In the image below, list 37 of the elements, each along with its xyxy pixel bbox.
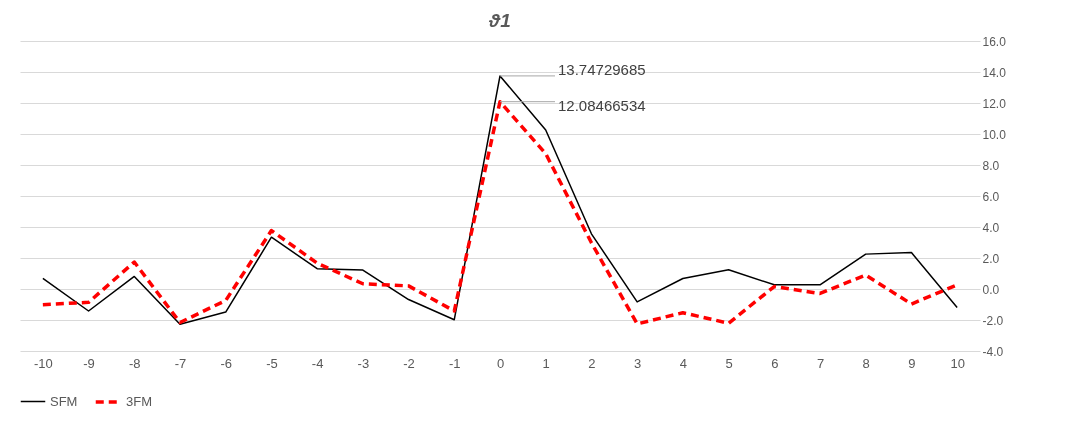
y-tick-label: 10.0	[982, 127, 1007, 142]
x-tick-label: -4	[311, 355, 324, 371]
x-tick-label: -6	[220, 355, 232, 371]
x-tick-label: -10	[33, 355, 53, 371]
x-tick-label: 9	[908, 355, 916, 371]
legend-label: SFM	[50, 393, 78, 409]
x-tick-label: -5	[266, 355, 278, 371]
x-tick-label: 2	[588, 355, 596, 371]
x-tick-label: 1	[542, 355, 550, 371]
y-tick-label: 0.0	[982, 282, 1000, 297]
x-tick-label: -7	[174, 355, 187, 371]
y-tick-label: 6.0	[982, 189, 1000, 204]
x-tick-label: -9	[83, 355, 95, 371]
annotation: 12.08466534	[558, 96, 646, 114]
legend-label: 3FM	[126, 394, 152, 409]
x-tick-label: 10	[950, 355, 965, 371]
y-tick-label: 16.0	[982, 34, 1007, 49]
x-tick-label: 3	[634, 355, 642, 371]
y-tick-label: 4.0	[982, 220, 1000, 235]
x-tick-label: 6	[771, 355, 779, 371]
y-tick-label: 14.0	[982, 65, 1007, 80]
x-tick-label: 8	[862, 355, 870, 371]
x-tick-label: -3	[357, 355, 370, 371]
x-tick-label: 4	[679, 355, 687, 371]
x-tick-label: -1	[449, 355, 461, 371]
y-tick-label: -4.0	[982, 344, 1004, 359]
y-tick-label: -2.0	[982, 313, 1004, 328]
x-tick-label: 7	[816, 355, 825, 371]
x-tick-label: -8	[129, 355, 141, 371]
y-tick-label: 2.0	[982, 251, 1000, 266]
x-tick-label: 0	[496, 355, 505, 371]
annotation: 13.74729685	[558, 60, 646, 78]
x-tick-label: 5	[725, 355, 733, 371]
chart-title: ϑ1	[488, 10, 511, 31]
y-tick-label: 8.0	[982, 158, 1000, 173]
y-tick-label: 12.0	[982, 96, 1007, 111]
x-tick-label: -2	[403, 355, 415, 371]
